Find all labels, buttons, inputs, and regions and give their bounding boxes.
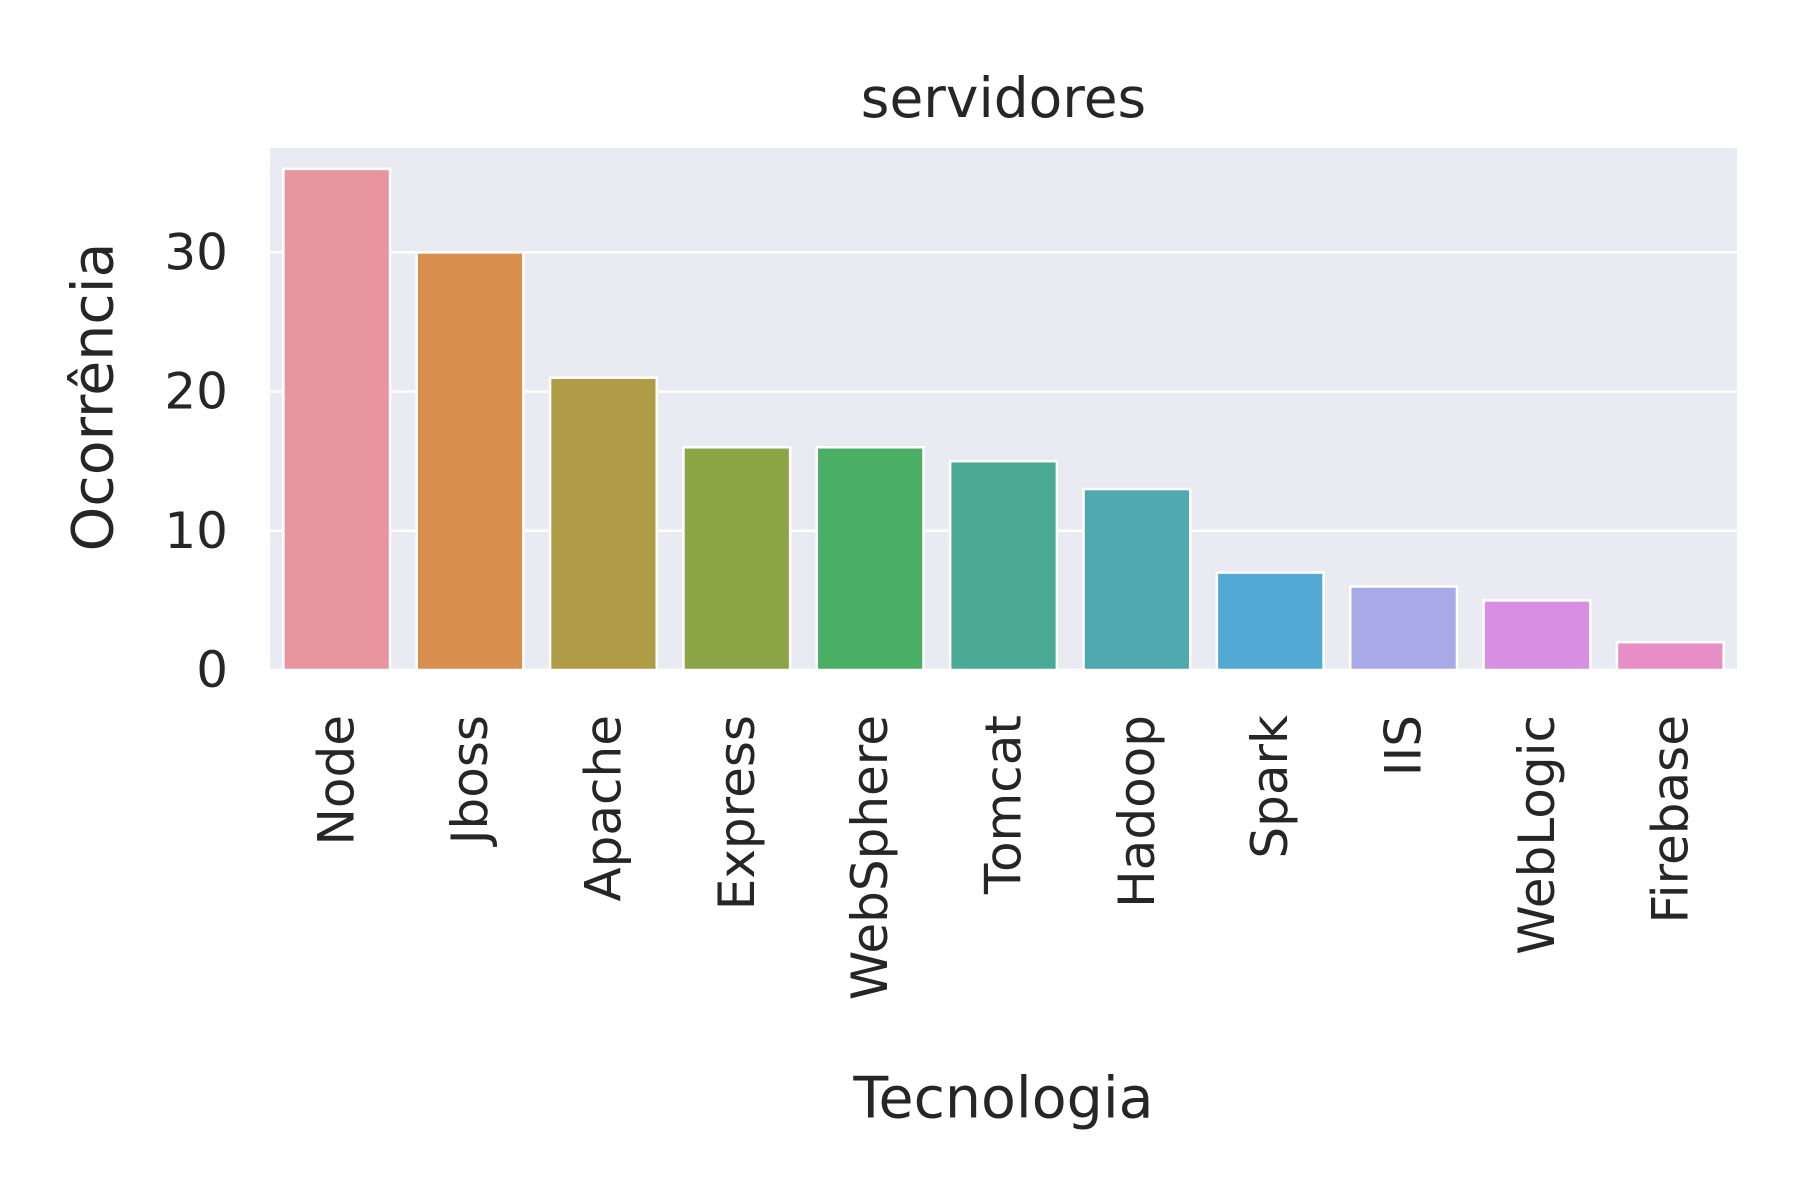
bar xyxy=(548,376,659,672)
bar xyxy=(1615,640,1725,672)
x-axis-ticks: Node Jboss Apache Express WebSphere Tomcat Had… xyxy=(308,715,1700,1000)
x-tick-label: WebLogic xyxy=(1508,715,1566,955)
y-tick-label: 20 xyxy=(164,363,228,421)
x-tick-label: Spark xyxy=(1241,715,1299,859)
x-tick-label: Firebase xyxy=(1641,715,1699,923)
y-axis-label: Ocorrência xyxy=(61,243,127,552)
x-tick-label: Tomcat xyxy=(975,715,1033,895)
x-tick-label: Jboss xyxy=(441,715,499,847)
bar xyxy=(1082,487,1192,672)
bars xyxy=(282,167,1725,672)
bar xyxy=(1348,585,1459,672)
bar xyxy=(282,167,392,672)
bar xyxy=(815,446,925,672)
bar xyxy=(948,459,1059,672)
bar xyxy=(682,446,792,672)
x-tick-label: Apache xyxy=(574,715,632,902)
x-axis-label: Tecnologia xyxy=(852,1066,1153,1132)
x-tick-label: IIS xyxy=(1375,715,1433,776)
y-tick-label: 30 xyxy=(164,223,228,281)
chart-title: servidores xyxy=(861,66,1146,130)
bar xyxy=(1215,571,1325,672)
x-tick-label: Express xyxy=(708,715,766,910)
x-tick-label: Node xyxy=(308,715,366,846)
x-tick-label: Hadoop xyxy=(1108,715,1166,908)
y-tick-label: 0 xyxy=(196,641,228,699)
x-tick-label: WebSphere xyxy=(841,715,899,1000)
y-axis-ticks: 0 10 20 30 xyxy=(164,223,228,699)
y-tick-label: 10 xyxy=(164,502,228,560)
bar xyxy=(1482,599,1592,672)
bar xyxy=(415,251,525,672)
